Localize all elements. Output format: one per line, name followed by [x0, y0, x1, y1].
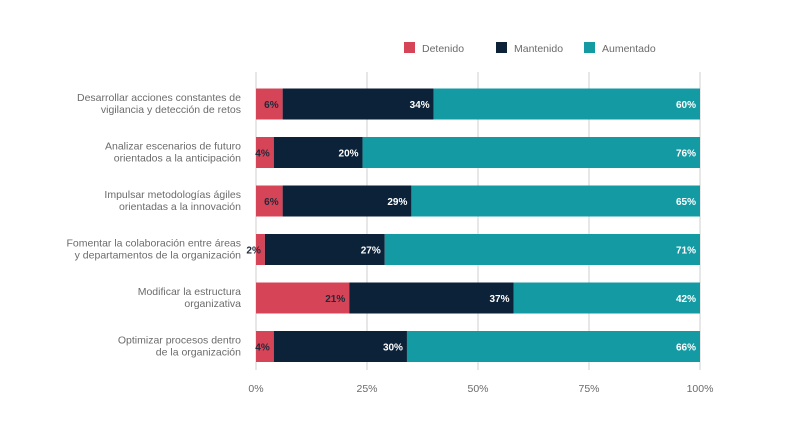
- category-label: Desarrollar acciones constantes de: [77, 92, 241, 104]
- bar-value-label: 6%: [264, 197, 279, 208]
- bar-value-label: 20%: [339, 149, 359, 160]
- bar-value-label: 21%: [325, 294, 345, 305]
- category-label: Analizar escenarios de futuro: [105, 141, 241, 153]
- category-label: Impulsar metodologías ágiles: [104, 189, 241, 201]
- legend-swatch: [404, 42, 415, 53]
- bar-value-label: 4%: [255, 149, 270, 160]
- bar-segment: [256, 234, 265, 265]
- bar-value-label: 34%: [410, 100, 430, 111]
- legend-label: Aumentado: [602, 43, 656, 55]
- category-label: organizativa: [184, 298, 241, 310]
- bar-value-label: 71%: [676, 246, 696, 257]
- bar-segment: [256, 282, 350, 314]
- bar-segment: [273, 331, 407, 362]
- bar-value-label: 29%: [387, 197, 407, 208]
- bar-value-label: 30%: [383, 343, 403, 354]
- bar-value-label: 27%: [361, 246, 381, 257]
- bar-segment: [273, 137, 363, 168]
- category-label: y departamentos de la organización: [75, 250, 242, 262]
- bar-value-label: 42%: [676, 294, 696, 305]
- category-label: Modificar la estructura: [138, 286, 241, 298]
- bar-segment: [349, 282, 514, 314]
- bar-segment: [433, 88, 700, 120]
- bar-segment: [256, 331, 274, 362]
- bar-segment: [384, 234, 700, 265]
- bar-segment: [282, 88, 434, 120]
- bar-segment: [256, 137, 274, 168]
- legend-label: Detenido: [422, 43, 464, 55]
- bar-segment: [282, 185, 412, 217]
- bar-value-label: 60%: [676, 100, 696, 111]
- legend-label: Mantenido: [514, 43, 563, 55]
- bar-segment: [264, 234, 385, 265]
- bar-segment: [362, 137, 700, 168]
- bar-value-label: 4%: [255, 343, 270, 354]
- x-tick-label: 100%: [687, 383, 714, 395]
- bar-segment: [256, 88, 283, 120]
- bar-value-label: 2%: [246, 246, 261, 257]
- legend-swatch: [496, 42, 507, 53]
- bar-value-label: 66%: [676, 343, 696, 354]
- bar-segment: [406, 331, 700, 362]
- category-label: orientados a la anticipación: [114, 153, 241, 165]
- x-tick-label: 25%: [356, 383, 377, 395]
- category-label: orientadas a la innovación: [119, 201, 241, 213]
- bar-value-label: 6%: [264, 100, 279, 111]
- bar-segment: [256, 185, 283, 217]
- x-tick-label: 75%: [578, 383, 599, 395]
- bar-segment: [513, 282, 700, 314]
- bar-value-label: 37%: [490, 294, 510, 305]
- x-tick-label: 50%: [467, 383, 488, 395]
- category-label: Optimizar procesos dentro: [118, 335, 241, 347]
- x-tick-label: 0%: [248, 383, 263, 395]
- category-label: vigilancia y detección de retos: [101, 104, 241, 116]
- category-label: de la organización: [156, 347, 241, 359]
- legend-swatch: [584, 42, 595, 53]
- category-label: Fomentar la colaboración entre áreas: [66, 238, 241, 250]
- bar-value-label: 65%: [676, 197, 696, 208]
- bar-segment: [411, 185, 700, 217]
- bar-value-label: 76%: [676, 149, 696, 160]
